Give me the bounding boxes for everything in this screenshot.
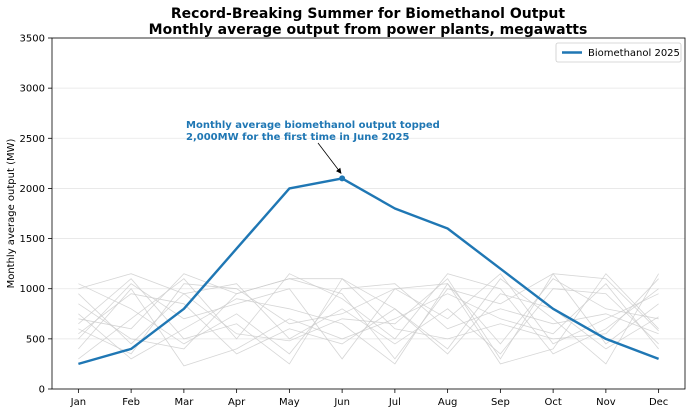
- background-series-group: [78, 273, 659, 367]
- annotation: Monthly average biomethanol output toppe…: [186, 120, 440, 174]
- y-axis-label: Monthly average output (MW): [6, 139, 17, 289]
- background-series-line: [78, 278, 659, 365]
- x-tick-label: Mar: [174, 397, 194, 408]
- background-series-line: [78, 273, 659, 365]
- y-tick-label: 1000: [20, 284, 45, 295]
- chart-title: Record-Breaking Summer for Biomethanol O…: [171, 6, 565, 22]
- x-tick-label: Jan: [70, 397, 86, 408]
- main-series-group: [78, 175, 660, 366]
- x-tick-label: Sep: [491, 397, 510, 408]
- background-series-line: [78, 283, 659, 355]
- annotation-arrow: [317, 142, 342, 174]
- y-tick-label: 2000: [20, 184, 45, 195]
- axes: 0 500 1000 1500 2000 2500 3000 3500 Jan Feb Mar Apr…: [20, 34, 686, 408]
- background-series-line: [78, 273, 659, 365]
- background-series-line: [78, 273, 659, 355]
- background-series-line: [78, 283, 659, 367]
- y-tick-label: 3500: [20, 34, 45, 45]
- x-tick-label: Jun: [333, 397, 350, 408]
- x-tick-label: Dec: [649, 397, 668, 408]
- y-tick-label: 500: [26, 334, 45, 345]
- x-tick-label: May: [279, 397, 300, 408]
- y-tick-label: 1500: [20, 234, 45, 245]
- plot-frame: [51, 37, 686, 390]
- annotation-text-line-1: Monthly average biomethanol output toppe…: [186, 120, 440, 131]
- x-tick-label: Jul: [388, 397, 401, 408]
- y-tick-label: 3000: [20, 84, 45, 95]
- x-tick-label: Oct: [544, 397, 561, 408]
- grid: [52, 37, 685, 390]
- annotation-text-line-2: 2,000MW for the first time in June 2025: [186, 132, 409, 143]
- y-tick-label: 0: [39, 385, 45, 396]
- background-series-line: [78, 283, 659, 355]
- background-series-line: [78, 278, 659, 365]
- x-tick-label: Feb: [122, 397, 140, 408]
- x-tick-label: Nov: [596, 397, 616, 408]
- chart-subtitle: Monthly average output from power plants…: [149, 22, 588, 38]
- legend-box: [555, 42, 682, 63]
- x-tick-label: Apr: [228, 397, 246, 408]
- x-tick-label: Aug: [438, 397, 458, 408]
- background-series-line: [78, 273, 659, 360]
- annotation-point: [339, 175, 346, 182]
- legend: Biomethanol 2025: [555, 42, 682, 63]
- y-tick-label: 2500: [20, 134, 45, 145]
- series-line-biomethanol-2025: [78, 177, 660, 366]
- legend-label: Biomethanol 2025: [588, 48, 680, 59]
- background-series-line: [78, 273, 659, 360]
